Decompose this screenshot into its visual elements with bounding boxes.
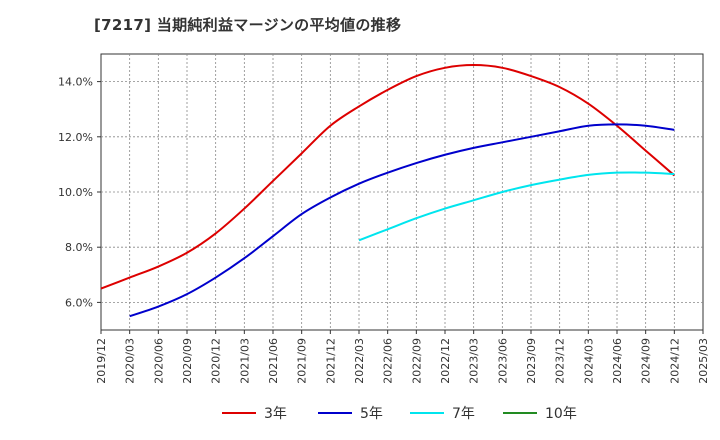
- x-tick-label: 2020/09: [181, 338, 194, 384]
- legend-label-4: 10年: [545, 406, 577, 422]
- legend-label-1: 3年: [264, 406, 287, 422]
- series-line-1: [100, 64, 675, 290]
- x-tick-label: 2020/03: [124, 338, 137, 384]
- y-tick-label: 6.0%: [65, 296, 93, 309]
- x-tick-label: 2024/12: [668, 338, 681, 384]
- y-tick-label: 12.0%: [58, 131, 93, 144]
- x-tick-label: 2023/06: [496, 338, 509, 384]
- y-axis-ticks: 6.0% 8.0% 10.0% 12.0% 14.0%: [58, 76, 101, 309]
- x-tick-label: 2021/09: [296, 338, 309, 384]
- x-tick-label: 2020/06: [152, 338, 165, 384]
- x-tick-label: 2021/06: [267, 338, 280, 384]
- x-tick-label: 2023/09: [525, 338, 538, 384]
- x-tick-label: 2023/03: [468, 338, 481, 384]
- y-tick-label: 14.0%: [58, 76, 93, 89]
- series-lines: [100, 64, 675, 318]
- x-tick-label: 2024/06: [611, 338, 624, 384]
- legend-label-3: 7年: [452, 406, 475, 422]
- x-tick-label: 2023/12: [554, 338, 567, 384]
- x-tick-label: 2022/06: [382, 338, 395, 384]
- x-axis-ticks: 2019/12 2020/03 2020/06 2020/09 2020/12 2021/…: [95, 330, 710, 384]
- x-tick-label: 2019/12: [95, 338, 108, 384]
- series-line-3: [358, 171, 675, 242]
- x-tick-label: 2024/09: [640, 338, 653, 384]
- x-tick-label: 2022/09: [410, 338, 423, 384]
- legend-label-2: 5年: [360, 406, 383, 422]
- x-tick-label: 2025/03: [697, 338, 710, 384]
- y-tick-label: 10.0%: [58, 186, 93, 199]
- x-tick-label: 2020/12: [210, 338, 223, 384]
- legend: 3年 5年 7年 10年: [222, 406, 577, 422]
- x-tick-label: 2022/12: [439, 338, 452, 384]
- y-tick-label: 8.0%: [65, 241, 93, 254]
- x-tick-label: 2021/12: [324, 338, 337, 384]
- x-tick-label: 2022/03: [353, 338, 366, 384]
- series-line-2: [129, 123, 675, 318]
- x-tick-label: 2024/03: [582, 338, 595, 384]
- x-tick-label: 2021/03: [238, 338, 251, 384]
- chart-title: [7217] 当期純利益マージンの平均値の推移: [94, 16, 402, 34]
